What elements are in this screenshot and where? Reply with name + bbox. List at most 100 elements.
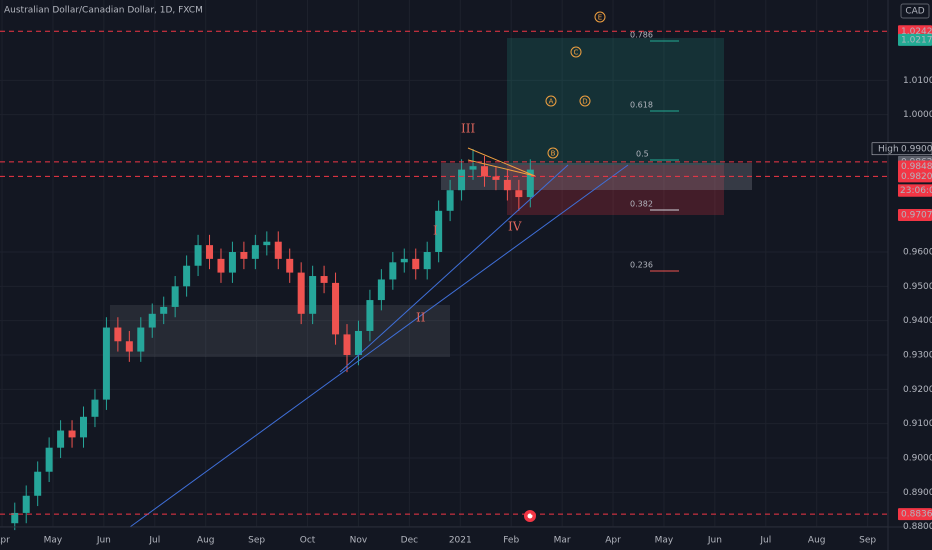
candle-body [228, 251, 236, 273]
candle-body [332, 282, 340, 335]
grid [0, 0, 888, 528]
circle [579, 95, 591, 107]
candle-body [137, 327, 145, 352]
wave-label: IV [508, 220, 522, 234]
candle-body [194, 245, 202, 266]
price-badge-label: 0.88365 [901, 510, 932, 520]
price-badge-label: 1.02179 [901, 35, 932, 45]
x-tick-label: Jun [96, 536, 111, 546]
candle-body [217, 258, 225, 273]
price-badge-label: 0.98489 [901, 162, 932, 172]
circle [594, 11, 606, 23]
candle-body [297, 272, 305, 314]
x-tick-label: Mar [554, 536, 571, 546]
circled-label: D [582, 98, 587, 106]
candle-body [91, 399, 99, 417]
price-badge [898, 209, 932, 222]
price-badge [898, 33, 932, 46]
currency-button[interactable] [900, 3, 930, 19]
candle-body [251, 245, 259, 259]
y-tick-label: 1.01000 [903, 76, 932, 86]
x-tick-label: Sep [248, 536, 265, 546]
triangle-line [467, 147, 536, 177]
wave-label: III [461, 122, 475, 136]
fib-label: 0.618 [630, 101, 653, 110]
x-tick-label: Feb [503, 536, 519, 546]
trend-line [339, 164, 569, 373]
candle-body [515, 190, 523, 198]
candle-body [263, 241, 271, 246]
x-tick-label: Apr [605, 536, 621, 546]
circled-label: A [549, 98, 554, 106]
circled-labels: A B C D E [545, 11, 606, 159]
price-badge [898, 170, 932, 183]
candle-body [286, 258, 294, 273]
x-tick-label: Aug [197, 536, 215, 546]
fib-label: 0.382 [630, 200, 653, 209]
candle-body [389, 262, 397, 280]
y-tick-label: 0.96000 [903, 247, 932, 257]
candle-body [377, 279, 385, 301]
candle-body [57, 430, 65, 448]
candle-body [114, 327, 122, 342]
fib-levels: 0.786 0.618 0.5 0.382 0.236 [630, 31, 679, 272]
x-tick-label: Nov [350, 536, 368, 546]
circle [545, 95, 557, 107]
candle-body [492, 176, 500, 180]
candle-body [160, 306, 168, 314]
price-badge-label: 0.98204 [901, 172, 932, 182]
y-tick-label: 1.00000 [903, 110, 932, 120]
candle-body [240, 251, 248, 259]
candle-body [102, 327, 110, 400]
event-marker-dot [527, 513, 533, 519]
candle-body [446, 190, 454, 211]
x-tick-label: Oct [300, 536, 316, 546]
price-axis [888, 0, 932, 550]
trend-line [129, 164, 629, 528]
candle-body [503, 179, 511, 191]
fib-label: 0.786 [630, 31, 653, 40]
countdown: 23:06:03 [900, 186, 932, 196]
candle-body [206, 245, 214, 259]
candle-body [22, 495, 30, 513]
candle-body [68, 430, 76, 438]
x-tick-label: Dec [401, 536, 418, 546]
fib-label: 0.5 [636, 150, 649, 159]
candle-body [366, 300, 374, 331]
price-badge-label: 1.02428 [901, 27, 932, 37]
candle-body [80, 416, 88, 438]
candle-body [171, 286, 179, 307]
candle-body [148, 313, 156, 328]
x-tick-label: 2021 [449, 536, 472, 546]
price-badge [871, 142, 932, 156]
x-tick-label: May [44, 536, 63, 546]
candle-body [309, 276, 317, 314]
candle-body [526, 169, 534, 198]
circled-label: C [574, 49, 579, 57]
candle-body [343, 334, 351, 355]
target-zone [507, 38, 724, 165]
candle-body [400, 258, 408, 263]
candle-body [11, 512, 19, 524]
candle-body [34, 471, 42, 496]
x-tick-label: Aug [808, 536, 826, 546]
currency: CAD [905, 7, 924, 17]
countdown-badge [898, 184, 932, 197]
candle-body [354, 330, 362, 355]
candle-body [480, 166, 488, 177]
candle-body [412, 258, 420, 270]
candle-body [45, 447, 53, 472]
circle [570, 46, 582, 58]
wave-label: I [433, 224, 438, 238]
candle-body [423, 251, 431, 270]
